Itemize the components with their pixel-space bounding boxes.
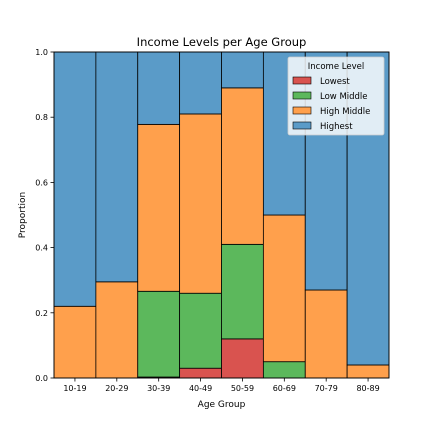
plot-frame — [53, 51, 390, 379]
y-axis-label: Proportion — [18, 192, 28, 238]
bar-40-49-series-0 — [179, 367, 222, 379]
legend-swatch-3 — [292, 121, 312, 130]
x-tick-label: 20-29 — [105, 384, 128, 393]
axes: 0.0 0.2 0.4 0.6 0.8 1.0 10-19 20-29 30-39 40-49 50… — [35, 48, 390, 393]
bar-10-19-series-2 — [53, 305, 97, 379]
legend-label-3: Highest — [320, 122, 353, 132]
bar-20-29-series-2 — [95, 281, 139, 379]
legend-swatch-0 — [292, 76, 312, 85]
x-axis-label: Age Group — [198, 400, 246, 410]
bar-70-79-series-2 — [304, 289, 348, 379]
bar-50-59-series-2 — [221, 87, 264, 245]
y-tick-label: 1.0 — [35, 48, 48, 57]
bar-10-19-series-3 — [53, 51, 97, 307]
bar-50-59-series-3 — [221, 51, 264, 89]
bar-30-39-series-1 — [137, 290, 181, 378]
bar-30-39-series-3 — [137, 51, 181, 125]
legend-box — [287, 56, 385, 136]
bar-40-49-series-3 — [179, 51, 222, 115]
bar-60-69-series-2 — [262, 214, 306, 363]
y-tick-label: 0.8 — [35, 113, 48, 122]
legend-label-2: High Middle — [320, 107, 370, 117]
legend-title: Income Level — [308, 62, 364, 72]
y-tick-label: 0.0 — [35, 374, 48, 383]
bar-50-59-series-0 — [221, 338, 264, 379]
legend-label-0: Lowest — [320, 77, 350, 87]
bar-40-49-series-2 — [179, 113, 222, 294]
legend-swatch-1 — [292, 91, 312, 100]
legend-label-1: Low Middle — [320, 92, 368, 102]
x-tick-label: 60-69 — [273, 384, 296, 393]
chart-title: Income Levels per Age Group — [137, 35, 307, 49]
x-tick-label: 10-19 — [63, 384, 86, 393]
bar-20-29-series-3 — [95, 51, 139, 283]
bar-50-59-series-1 — [221, 243, 264, 340]
x-tick-label: 70-79 — [315, 384, 338, 393]
bar-80-89-series-2 — [346, 364, 390, 379]
bar-40-49-series-1 — [179, 292, 222, 369]
y-tick-label: 0.2 — [35, 309, 48, 318]
legend-swatch-2 — [292, 106, 312, 115]
x-tick-label: 80-89 — [356, 384, 379, 393]
legend: Income Level Lowest Low Middle High Middle H… — [287, 56, 385, 136]
bar-60-69-series-1 — [262, 361, 306, 379]
y-tick-label: 0.4 — [35, 244, 48, 253]
y-tick-label: 0.6 — [35, 178, 48, 187]
bar-30-39-series-2 — [137, 123, 181, 292]
x-tick-label: 30-39 — [147, 384, 170, 393]
x-tick-label: 50-59 — [231, 384, 254, 393]
x-tick-label: 40-49 — [189, 384, 212, 393]
